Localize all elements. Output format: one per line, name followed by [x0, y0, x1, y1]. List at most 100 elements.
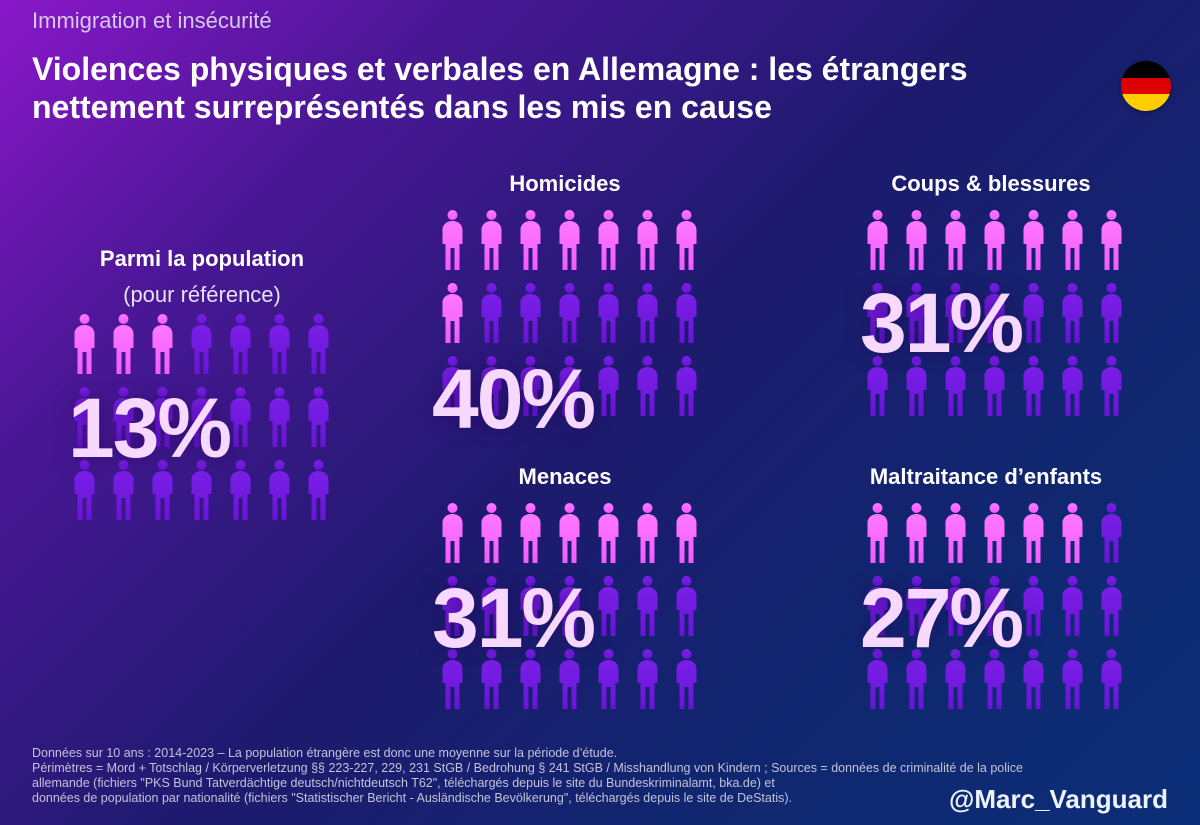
person-icon	[559, 283, 580, 343]
author-handle: @Marc_Vanguard	[949, 784, 1168, 814]
person-icon	[308, 314, 329, 374]
person-icon	[191, 387, 212, 447]
panel-population-title: Parmi la population	[99, 246, 305, 271]
person-icon	[230, 460, 251, 520]
person-icon	[637, 576, 658, 636]
panel-coups-blessures: Coups & blessures 31%	[856, 165, 1126, 435]
person-icon	[945, 283, 966, 343]
flag-stripe-gold	[1121, 94, 1171, 111]
person-icon-highlighted	[1062, 503, 1083, 563]
person-icon	[676, 576, 697, 636]
germany-flag-icon	[1121, 61, 1171, 111]
pictogram-svg	[867, 210, 1122, 416]
person-icon-highlighted	[598, 210, 619, 270]
person-icon	[113, 460, 134, 520]
person-icon	[559, 649, 580, 709]
person-icon-highlighted	[442, 503, 463, 563]
person-icon-highlighted	[945, 503, 966, 563]
percent-label-coups: 31%	[860, 276, 1024, 370]
person-icon	[676, 356, 697, 416]
person-icon	[308, 387, 329, 447]
person-icon	[481, 576, 502, 636]
person-icon	[1023, 283, 1044, 343]
person-icon	[442, 356, 463, 416]
panel-population: Parmi la population (pour référence) 13%	[62, 240, 342, 540]
person-icon-highlighted	[867, 503, 888, 563]
person-icon	[945, 576, 966, 636]
person-icon	[1101, 649, 1122, 709]
person-icon-highlighted	[867, 210, 888, 270]
person-icon-highlighted	[1101, 210, 1122, 270]
pictogram-svg	[442, 210, 697, 416]
person-icon	[676, 649, 697, 709]
person-icon	[152, 387, 173, 447]
percent-label-homicides: 40%	[432, 352, 596, 446]
person-icon	[1062, 283, 1083, 343]
person-icon-highlighted	[676, 210, 697, 270]
person-icon-highlighted	[984, 210, 1005, 270]
person-icon-highlighted	[152, 314, 173, 374]
pictogram-svg	[442, 503, 697, 709]
person-icon	[152, 460, 173, 520]
page-title: Violences physiques et verbales en Allem…	[32, 51, 968, 125]
person-icon	[230, 314, 251, 374]
person-icon-highlighted	[481, 210, 502, 270]
person-icon-highlighted	[637, 210, 658, 270]
percent-label-maltraitance: 27%	[860, 571, 1024, 665]
person-icon	[74, 387, 95, 447]
person-icon	[269, 314, 290, 374]
person-icon	[559, 356, 580, 416]
person-icon	[637, 356, 658, 416]
person-icon	[984, 283, 1005, 343]
person-icon-highlighted	[598, 503, 619, 563]
person-icon	[269, 460, 290, 520]
person-icon	[481, 356, 502, 416]
person-icon	[113, 387, 134, 447]
person-icon-highlighted	[481, 503, 502, 563]
pictogram-svg	[867, 503, 1122, 709]
pictogram-grid-homicides	[433, 210, 706, 429]
pictogram-grid-menaces	[433, 503, 706, 722]
person-icon	[676, 283, 697, 343]
person-icon	[191, 460, 212, 520]
person-icon	[637, 283, 658, 343]
footnote-line: données de population par nationalité (f…	[32, 791, 792, 805]
person-icon	[906, 649, 927, 709]
person-icon	[520, 356, 541, 416]
flag-stripe-red	[1121, 77, 1171, 95]
person-icon-highlighted	[559, 503, 580, 563]
percent-label-menaces: 31%	[432, 571, 596, 665]
pictogram-grid-maltraitance	[858, 503, 1131, 722]
footnote: Données sur 10 ans : 2014-2023 – La popu…	[32, 746, 1023, 806]
person-icon-highlighted	[1023, 503, 1044, 563]
percent-label-population: 13%	[68, 381, 232, 475]
person-icon-highlighted	[442, 283, 463, 343]
person-icon-highlighted	[984, 503, 1005, 563]
pictogram-svg	[74, 314, 329, 520]
footnote-line: allemande (fichiers "PKS Bund Tatverdäch…	[32, 776, 775, 790]
panel-menaces: Menaces 31%	[430, 458, 700, 728]
person-icon	[481, 283, 502, 343]
person-icon-highlighted	[1062, 210, 1083, 270]
person-icon	[984, 649, 1005, 709]
person-icon	[520, 283, 541, 343]
person-icon	[867, 649, 888, 709]
person-icon	[1023, 356, 1044, 416]
person-icon	[906, 283, 927, 343]
person-icon	[74, 460, 95, 520]
person-icon-highlighted	[520, 503, 541, 563]
person-icon	[598, 283, 619, 343]
person-icon	[1023, 576, 1044, 636]
person-icon-highlighted	[113, 314, 134, 374]
person-icon	[230, 387, 251, 447]
flag-stripe-black	[1121, 61, 1171, 78]
panel-coups-title: Coups & blessures	[891, 171, 1091, 196]
person-icon	[867, 576, 888, 636]
person-icon-highlighted	[906, 503, 927, 563]
panel-homicides: Homicides 40%	[430, 165, 700, 446]
person-icon	[520, 649, 541, 709]
person-icon	[1101, 503, 1122, 563]
pictogram-grid-population	[65, 314, 338, 533]
person-icon	[945, 649, 966, 709]
person-icon-highlighted	[442, 210, 463, 270]
